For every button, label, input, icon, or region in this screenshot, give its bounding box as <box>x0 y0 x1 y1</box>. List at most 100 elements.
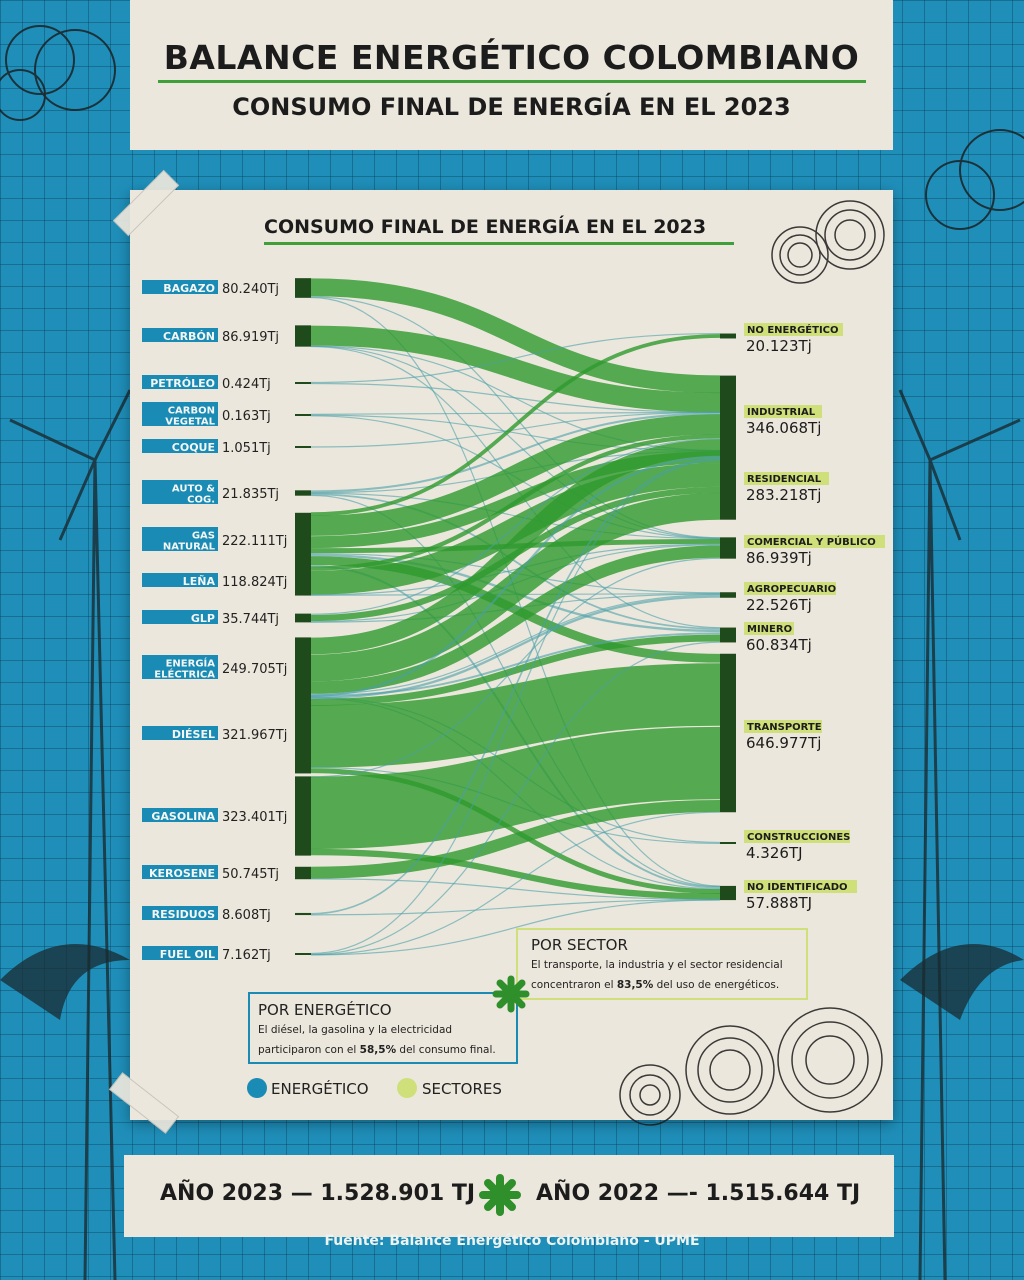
source-value-label: 1.051Tj <box>222 441 271 456</box>
target-tag <box>744 535 885 548</box>
sankey-link <box>310 799 721 879</box>
source-tag <box>142 573 218 587</box>
target-tag <box>744 830 850 843</box>
total-2022: AÑO 2022 —- 1.515.644 TJ <box>536 1181 861 1206</box>
source-value-label: 21.835Tj <box>222 487 279 502</box>
chart-title-underline <box>264 242 734 245</box>
source-name-label: VEGETAL <box>165 417 215 428</box>
note-energetico: POR ENERGÉTICO El diésel, la gasolina y … <box>248 992 518 1064</box>
source-node-bar <box>295 776 311 856</box>
target-tag <box>744 582 836 595</box>
sankey-link <box>310 594 721 695</box>
sankey-link <box>310 332 721 384</box>
source-name-label: BAGAZO <box>163 282 215 295</box>
target-name-label: NO IDENTIFICADO <box>747 882 848 893</box>
sankey-link <box>310 811 721 956</box>
source-name-label: AUTO & <box>172 484 215 495</box>
sankey-nodes <box>295 278 736 955</box>
legend-energetico-label: ENERGÉTICO <box>271 1079 369 1098</box>
source-value-label: 35.744Tj <box>222 612 279 627</box>
source-value-label: 321.967Tj <box>222 728 287 743</box>
source-tag <box>142 480 218 504</box>
source-tag <box>142 906 218 920</box>
footer-totals: AÑO 2023 — 1.528.901 TJ AÑO 2022 —- 1.51… <box>124 1155 894 1237</box>
source-name-label: COQUE <box>172 441 215 454</box>
sankey-link <box>310 439 721 655</box>
target-tag <box>744 720 822 733</box>
target-value-label: 60.834Tj <box>746 636 812 654</box>
footer-asterisk-icon <box>479 1174 521 1216</box>
source-name-label: FUEL OIL <box>160 948 215 961</box>
source-tag <box>142 808 218 822</box>
header-banner: BALANCE ENERGÉTICO COLOMBIANO CONSUMO FI… <box>130 0 893 150</box>
target-node-bar <box>720 842 736 844</box>
legend-energetico-marker <box>247 1078 267 1098</box>
source-value-label: 222.111Tj <box>222 534 287 549</box>
source-node-bar <box>295 414 311 416</box>
note-energetico-line2: participaron con el 58,5% del consumo fi… <box>258 1044 496 1056</box>
source-node-bar <box>295 512 311 568</box>
source-tag <box>142 402 218 426</box>
sankey-link <box>310 899 721 916</box>
source-name-label: NATURAL <box>163 542 216 553</box>
source-name-label: RESIDUOS <box>152 908 215 921</box>
source-node-bar <box>295 866 311 880</box>
source-node-bar <box>295 637 311 699</box>
sankey-link <box>310 899 721 956</box>
source-tag <box>142 527 218 551</box>
source-value-label: 323.401Tj <box>222 810 287 825</box>
sankey-link <box>310 411 721 415</box>
source-tag <box>142 726 218 740</box>
target-node-bar <box>720 537 736 559</box>
sankey-link <box>310 414 721 452</box>
target-node-bar <box>720 627 736 643</box>
target-name-label: INDUSTRIAL <box>747 407 816 418</box>
sankey-link <box>310 414 721 536</box>
target-name-label: MINERO <box>747 624 792 635</box>
target-tag <box>744 622 794 635</box>
source-node-bar <box>295 912 311 916</box>
source-name-label: LEÑA <box>183 575 216 588</box>
target-tag <box>744 405 822 418</box>
source-value-label: 118.824Tj <box>222 575 287 590</box>
sankey-link <box>310 545 721 694</box>
source-name-label: COG. <box>187 495 215 506</box>
sankey-link <box>310 595 721 700</box>
source-value-label: 0.163Tj <box>222 409 271 424</box>
sankey-link <box>310 848 721 900</box>
target-node-bar <box>720 885 736 901</box>
sankey-link <box>310 492 721 682</box>
paper-cloud-top <box>771 200 885 284</box>
legend-sectores-marker <box>397 1078 417 1098</box>
sankey-link <box>310 434 721 571</box>
source-node-bar <box>295 566 311 596</box>
sankey-link <box>310 457 721 915</box>
target-node-bar <box>720 375 736 461</box>
sankey-link <box>310 493 721 630</box>
sankey-link <box>310 455 721 697</box>
sankey-link <box>310 278 721 394</box>
legend: ENERGÉTICO SECTORES <box>247 1078 502 1098</box>
sankey-links <box>310 278 721 956</box>
source-value-label: 86.919Tj <box>222 330 279 345</box>
source-node-bar <box>295 694 311 774</box>
note-sector-line2: concentraron el 83,5% del uso de energét… <box>531 979 779 991</box>
source-caption: Fuente: Balance Energético Colombiano - … <box>324 1233 700 1249</box>
target-value-label: 283.218Tj <box>746 486 821 504</box>
target-name-label: AGROPECUARIO <box>747 584 836 595</box>
sankey-link <box>310 459 721 955</box>
note-sector-line1: El transporte, la industria y el sector … <box>531 959 783 971</box>
source-tag <box>142 375 218 389</box>
source-tag <box>142 439 218 453</box>
source-node-bar <box>295 278 311 298</box>
source-value-label: 80.240Tj <box>222 282 279 297</box>
source-value-label: 50.745Tj <box>222 867 279 882</box>
source-name-label: PETRÓLEO <box>150 377 215 390</box>
target-tag <box>744 880 857 893</box>
source-name-label: DIÉSEL <box>172 728 215 741</box>
source-name-label: CARBÓN <box>163 330 215 343</box>
source-value-label: 8.608Tj <box>222 908 271 923</box>
source-name-label: GLP <box>191 612 215 625</box>
